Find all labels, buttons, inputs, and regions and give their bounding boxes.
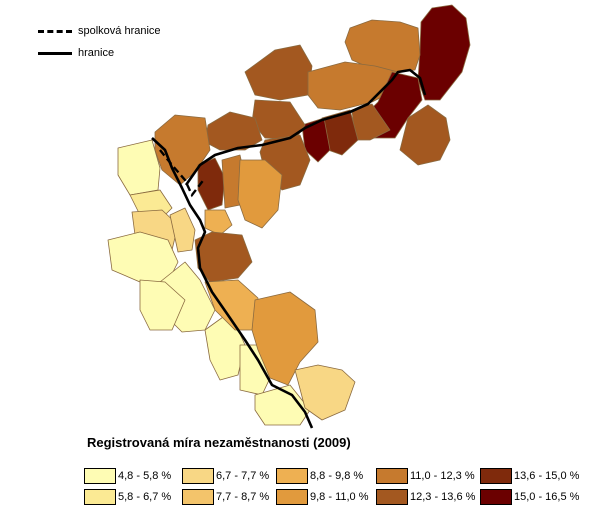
legend-class-label: 5,8 - 6,7 % — [118, 491, 172, 503]
legend-swatch — [376, 489, 408, 505]
solid-line-swatch — [38, 51, 72, 55]
state-border-line — [184, 68, 427, 186]
legend-class-label: 11,0 - 12,3 % — [410, 470, 475, 482]
line-legend-label: hranice — [78, 47, 115, 59]
legend-class-label: 6,7 - 7,7 % — [216, 470, 270, 482]
region — [244, 44, 313, 101]
legend-swatch — [276, 468, 308, 484]
region — [169, 207, 196, 253]
legend-swatch — [84, 489, 116, 505]
line-legend-item: spolková hranice — [38, 20, 161, 42]
region — [399, 104, 451, 166]
legend-class-label: 4,8 - 5,8 % — [118, 470, 172, 482]
legend-class-label: 12,3 - 13,6 % — [410, 491, 476, 503]
unemployment-map — [107, 4, 471, 429]
region — [237, 159, 283, 229]
legend-class-label: 8,8 - 9,8 % — [310, 470, 364, 482]
legend-class-label: 9,8 - 11,0 % — [310, 491, 369, 503]
federal-border-line — [159, 149, 206, 198]
legend-swatch — [376, 468, 408, 484]
legend-class-item: 13,6 - 15,0 % — [480, 468, 579, 484]
region — [251, 291, 319, 386]
legend-class-item: 8,8 - 9,8 % — [276, 468, 363, 484]
legend-class-item: 15,0 - 16,5 % — [480, 489, 579, 505]
legend-swatch — [182, 468, 214, 484]
region — [204, 209, 233, 236]
legend-class-item: 7,7 - 8,7 % — [182, 489, 269, 505]
region — [294, 364, 356, 421]
legend-swatch — [84, 468, 116, 484]
line-legend-label: spolková hranice — [78, 25, 161, 37]
region — [197, 157, 226, 211]
legend-class-item: 11,0 - 12,3 % — [376, 468, 475, 484]
legend-class-label: 15,0 - 16,5 % — [514, 491, 580, 503]
national-border-line — [151, 137, 314, 429]
legend-class-item: 9,8 - 11,0 % — [276, 489, 369, 505]
legend-class-item: 12,3 - 13,6 % — [376, 489, 475, 505]
legend-class-item: 6,7 - 7,7 % — [182, 468, 269, 484]
region — [417, 4, 471, 101]
region — [139, 279, 186, 331]
regions — [107, 4, 471, 426]
legend-swatch — [480, 489, 512, 505]
legend-swatch — [276, 489, 308, 505]
line-legend-item: hranice — [38, 42, 161, 64]
region — [204, 111, 263, 151]
line-legend: spolková hranice hranice — [38, 20, 161, 64]
legend-swatch — [182, 489, 214, 505]
legend-class-label: 13,6 - 15,0 % — [514, 470, 580, 482]
legend-title: Registrovaná míra nezaměstnanosti (2009) — [87, 435, 351, 450]
dashed-line-swatch — [38, 29, 72, 33]
region — [254, 384, 311, 426]
legend-class-label: 7,7 - 8,7 % — [216, 491, 270, 503]
legend-swatch — [480, 468, 512, 484]
region — [117, 139, 161, 196]
legend-class-item: 4,8 - 5,8 % — [84, 468, 171, 484]
region — [344, 19, 421, 73]
legend-class-item: 5,8 - 6,7 % — [84, 489, 171, 505]
region — [107, 231, 179, 283]
